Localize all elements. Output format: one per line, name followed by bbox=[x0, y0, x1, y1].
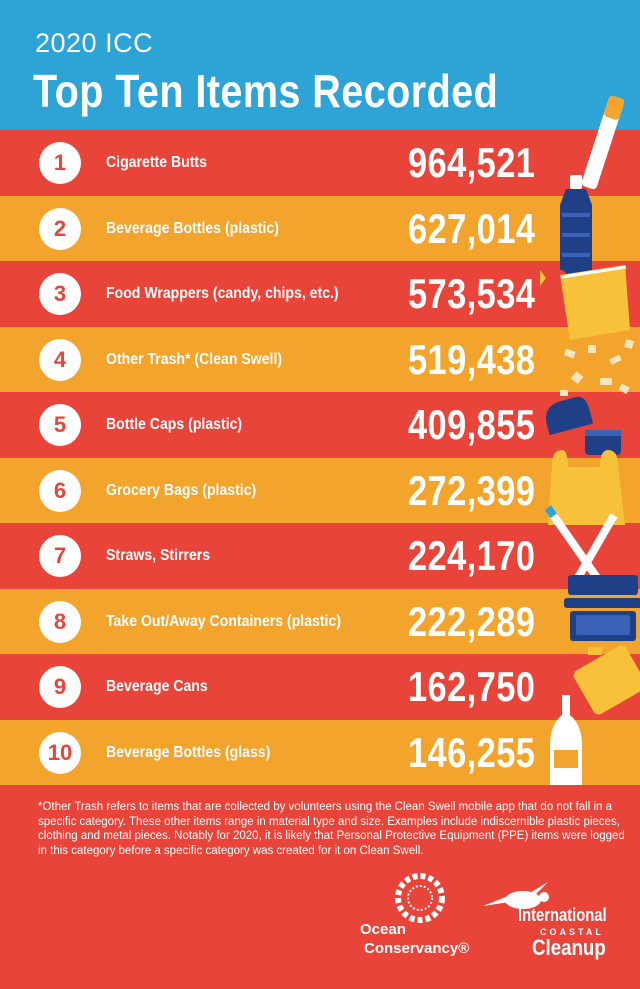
item-count: 146,255 bbox=[407, 728, 535, 776]
item-label: Beverage Bottles (glass) bbox=[106, 743, 271, 761]
header-subtitle: 2020 ICC bbox=[35, 28, 154, 58]
chip-bag-icon bbox=[560, 265, 630, 340]
rank-badge: 6 bbox=[39, 469, 81, 512]
list-item: 8 Take Out/Away Containers (plastic) 222… bbox=[0, 588, 640, 654]
list-item: 7 Straws, Stirrers 224,170 bbox=[0, 523, 640, 589]
list-item: 4 Other Trash* (Clean Swell) 519,438 bbox=[0, 326, 640, 392]
list-item: 3 Food Wrappers (candy, chips, etc.) 573… bbox=[0, 261, 640, 327]
oc-line2: Conservancy® bbox=[364, 940, 470, 957]
oc-line1: Ocean bbox=[360, 921, 406, 938]
rank-badge: 8 bbox=[39, 600, 81, 643]
bottle-cap-icon bbox=[545, 396, 621, 455]
list-item: 10 Beverage Bottles (glass) 146,255 bbox=[0, 719, 640, 785]
item-label: Food Wrappers (candy, chips, etc.) bbox=[106, 285, 339, 302]
item-label: Grocery Bags (plastic) bbox=[106, 481, 257, 499]
rank-badge: 5 bbox=[39, 404, 81, 446]
cigarette-icon bbox=[581, 95, 625, 190]
list-item: 9 Beverage Cans 162,750 bbox=[0, 654, 640, 720]
rank-badge: 9 bbox=[39, 666, 81, 708]
trash-pieces-icon bbox=[560, 339, 634, 396]
trash-illustration bbox=[540, 95, 640, 785]
item-count: 964,521 bbox=[407, 139, 535, 186]
rank-badge: 4 bbox=[39, 338, 81, 381]
item-count: 519,438 bbox=[407, 335, 535, 383]
candy-wrapper-icon bbox=[540, 269, 567, 287]
item-count: 409,855 bbox=[407, 401, 535, 448]
item-label: Straws, Stirrers bbox=[106, 547, 211, 564]
takeout-container-icon bbox=[564, 575, 640, 641]
item-count: 224,170 bbox=[407, 532, 535, 579]
turtle-icon bbox=[483, 882, 549, 909]
rank-badge: 7 bbox=[39, 535, 81, 577]
icc-line1: International bbox=[518, 905, 607, 925]
icc-line3: Cleanup bbox=[532, 935, 606, 960]
item-label: Cigarette Butts bbox=[106, 154, 207, 171]
icc-logo: International COASTAL Cleanup bbox=[478, 880, 618, 975]
item-label: Bottle Caps (plastic) bbox=[106, 416, 243, 433]
ocean-conservancy-logo: Ocean Conservancy® bbox=[360, 870, 480, 970]
item-label: Take Out/Away Containers (plastic) bbox=[106, 612, 341, 630]
glass-bottle-icon bbox=[550, 695, 582, 785]
grocery-bag-icon bbox=[548, 450, 625, 525]
rank-badge: 3 bbox=[39, 273, 81, 315]
rank-badge: 10 bbox=[39, 731, 81, 774]
plastic-bottle-icon bbox=[560, 175, 592, 287]
item-count: 272,399 bbox=[407, 466, 535, 514]
rank-badge: 1 bbox=[39, 142, 81, 184]
icc-line2: COASTAL bbox=[540, 927, 604, 937]
item-count: 162,750 bbox=[407, 663, 535, 710]
item-count: 627,014 bbox=[407, 204, 535, 252]
item-label: Beverage Cans bbox=[106, 678, 208, 695]
list-item: 6 Grocery Bags (plastic) 272,399 bbox=[0, 457, 640, 523]
beverage-can-icon bbox=[573, 645, 640, 715]
list-item: 1 Cigarette Butts 964,521 bbox=[0, 130, 640, 196]
footnote: *Other Trash refers to items that are co… bbox=[38, 801, 625, 857]
header-title: Top Ten Items Recorded bbox=[33, 65, 499, 117]
item-label: Other Trash* (Clean Swell) bbox=[106, 350, 283, 368]
rank-badge: 2 bbox=[39, 207, 81, 250]
list-item: 5 Bottle Caps (plastic) 409,855 bbox=[0, 392, 640, 458]
header: 2020 ICC Top Ten Items Recorded bbox=[0, 0, 640, 130]
items-list: 1 Cigarette Butts 964,521 2 Beverage Bot… bbox=[0, 130, 640, 785]
ocean-conservancy-icon bbox=[395, 873, 445, 923]
item-count: 222,289 bbox=[407, 597, 535, 645]
straws-icon bbox=[544, 505, 618, 587]
item-count: 573,534 bbox=[407, 270, 535, 317]
item-label: Beverage Bottles (plastic) bbox=[106, 219, 279, 237]
list-item: 2 Beverage Bottles (plastic) 627,014 bbox=[0, 195, 640, 261]
